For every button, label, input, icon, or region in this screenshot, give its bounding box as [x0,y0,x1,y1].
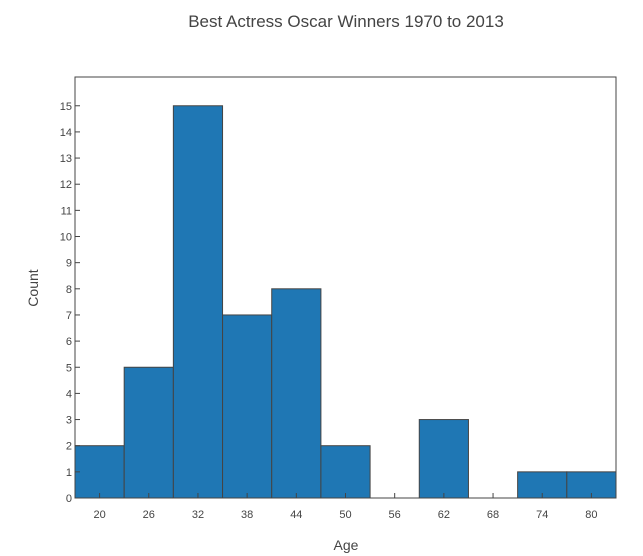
bar-26 [123,366,174,499]
x-tick-label: 68 [487,509,499,521]
y-tick-label: 9 [66,258,72,270]
bar-38 [222,314,273,499]
x-axis-title: Age [334,537,359,553]
y-tick-label: 1 [66,467,72,479]
y-tick-label: 12 [60,179,72,191]
y-tick-label: 8 [66,284,72,296]
y-tick-label: 0 [66,493,72,505]
y-tick-label: 6 [66,336,72,348]
x-tick-label: 32 [192,509,204,521]
y-tick-label: 10 [60,232,72,244]
y-tick-label: 13 [60,153,72,165]
y-tick-label: 7 [66,310,72,322]
bar-50 [320,445,371,499]
x-tick-label: 20 [93,509,105,521]
x-tick-label: 38 [241,509,253,521]
y-tick-label: 3 [66,415,72,427]
bar-62 [418,419,469,499]
bars-group [74,105,617,499]
x-tick-label: 50 [339,509,351,521]
x-tick-label: 62 [438,509,450,521]
y-axis-title: Count [25,269,41,306]
bar-32 [172,105,224,499]
x-tick-label: 56 [389,509,401,521]
x-tick-label: 26 [143,509,155,521]
y-tick-label: 2 [66,441,72,453]
chart-title: Best Actress Oscar Winners 1970 to 2013 [188,12,504,31]
x-axis: 20 26 32 38 44 50 56 62 68 74 80 [93,493,598,521]
bar-44 [271,288,322,499]
x-tick-label: 44 [290,509,302,521]
x-tick-label: 80 [585,509,597,521]
y-tick-label: 4 [66,388,72,400]
y-tick-label: 15 [60,101,72,113]
y-tick-label: 14 [60,127,72,139]
y-tick-label: 5 [66,362,72,374]
y-tick-label: 11 [61,205,72,217]
bar-20 [74,445,125,499]
x-tick-label: 74 [536,509,548,521]
